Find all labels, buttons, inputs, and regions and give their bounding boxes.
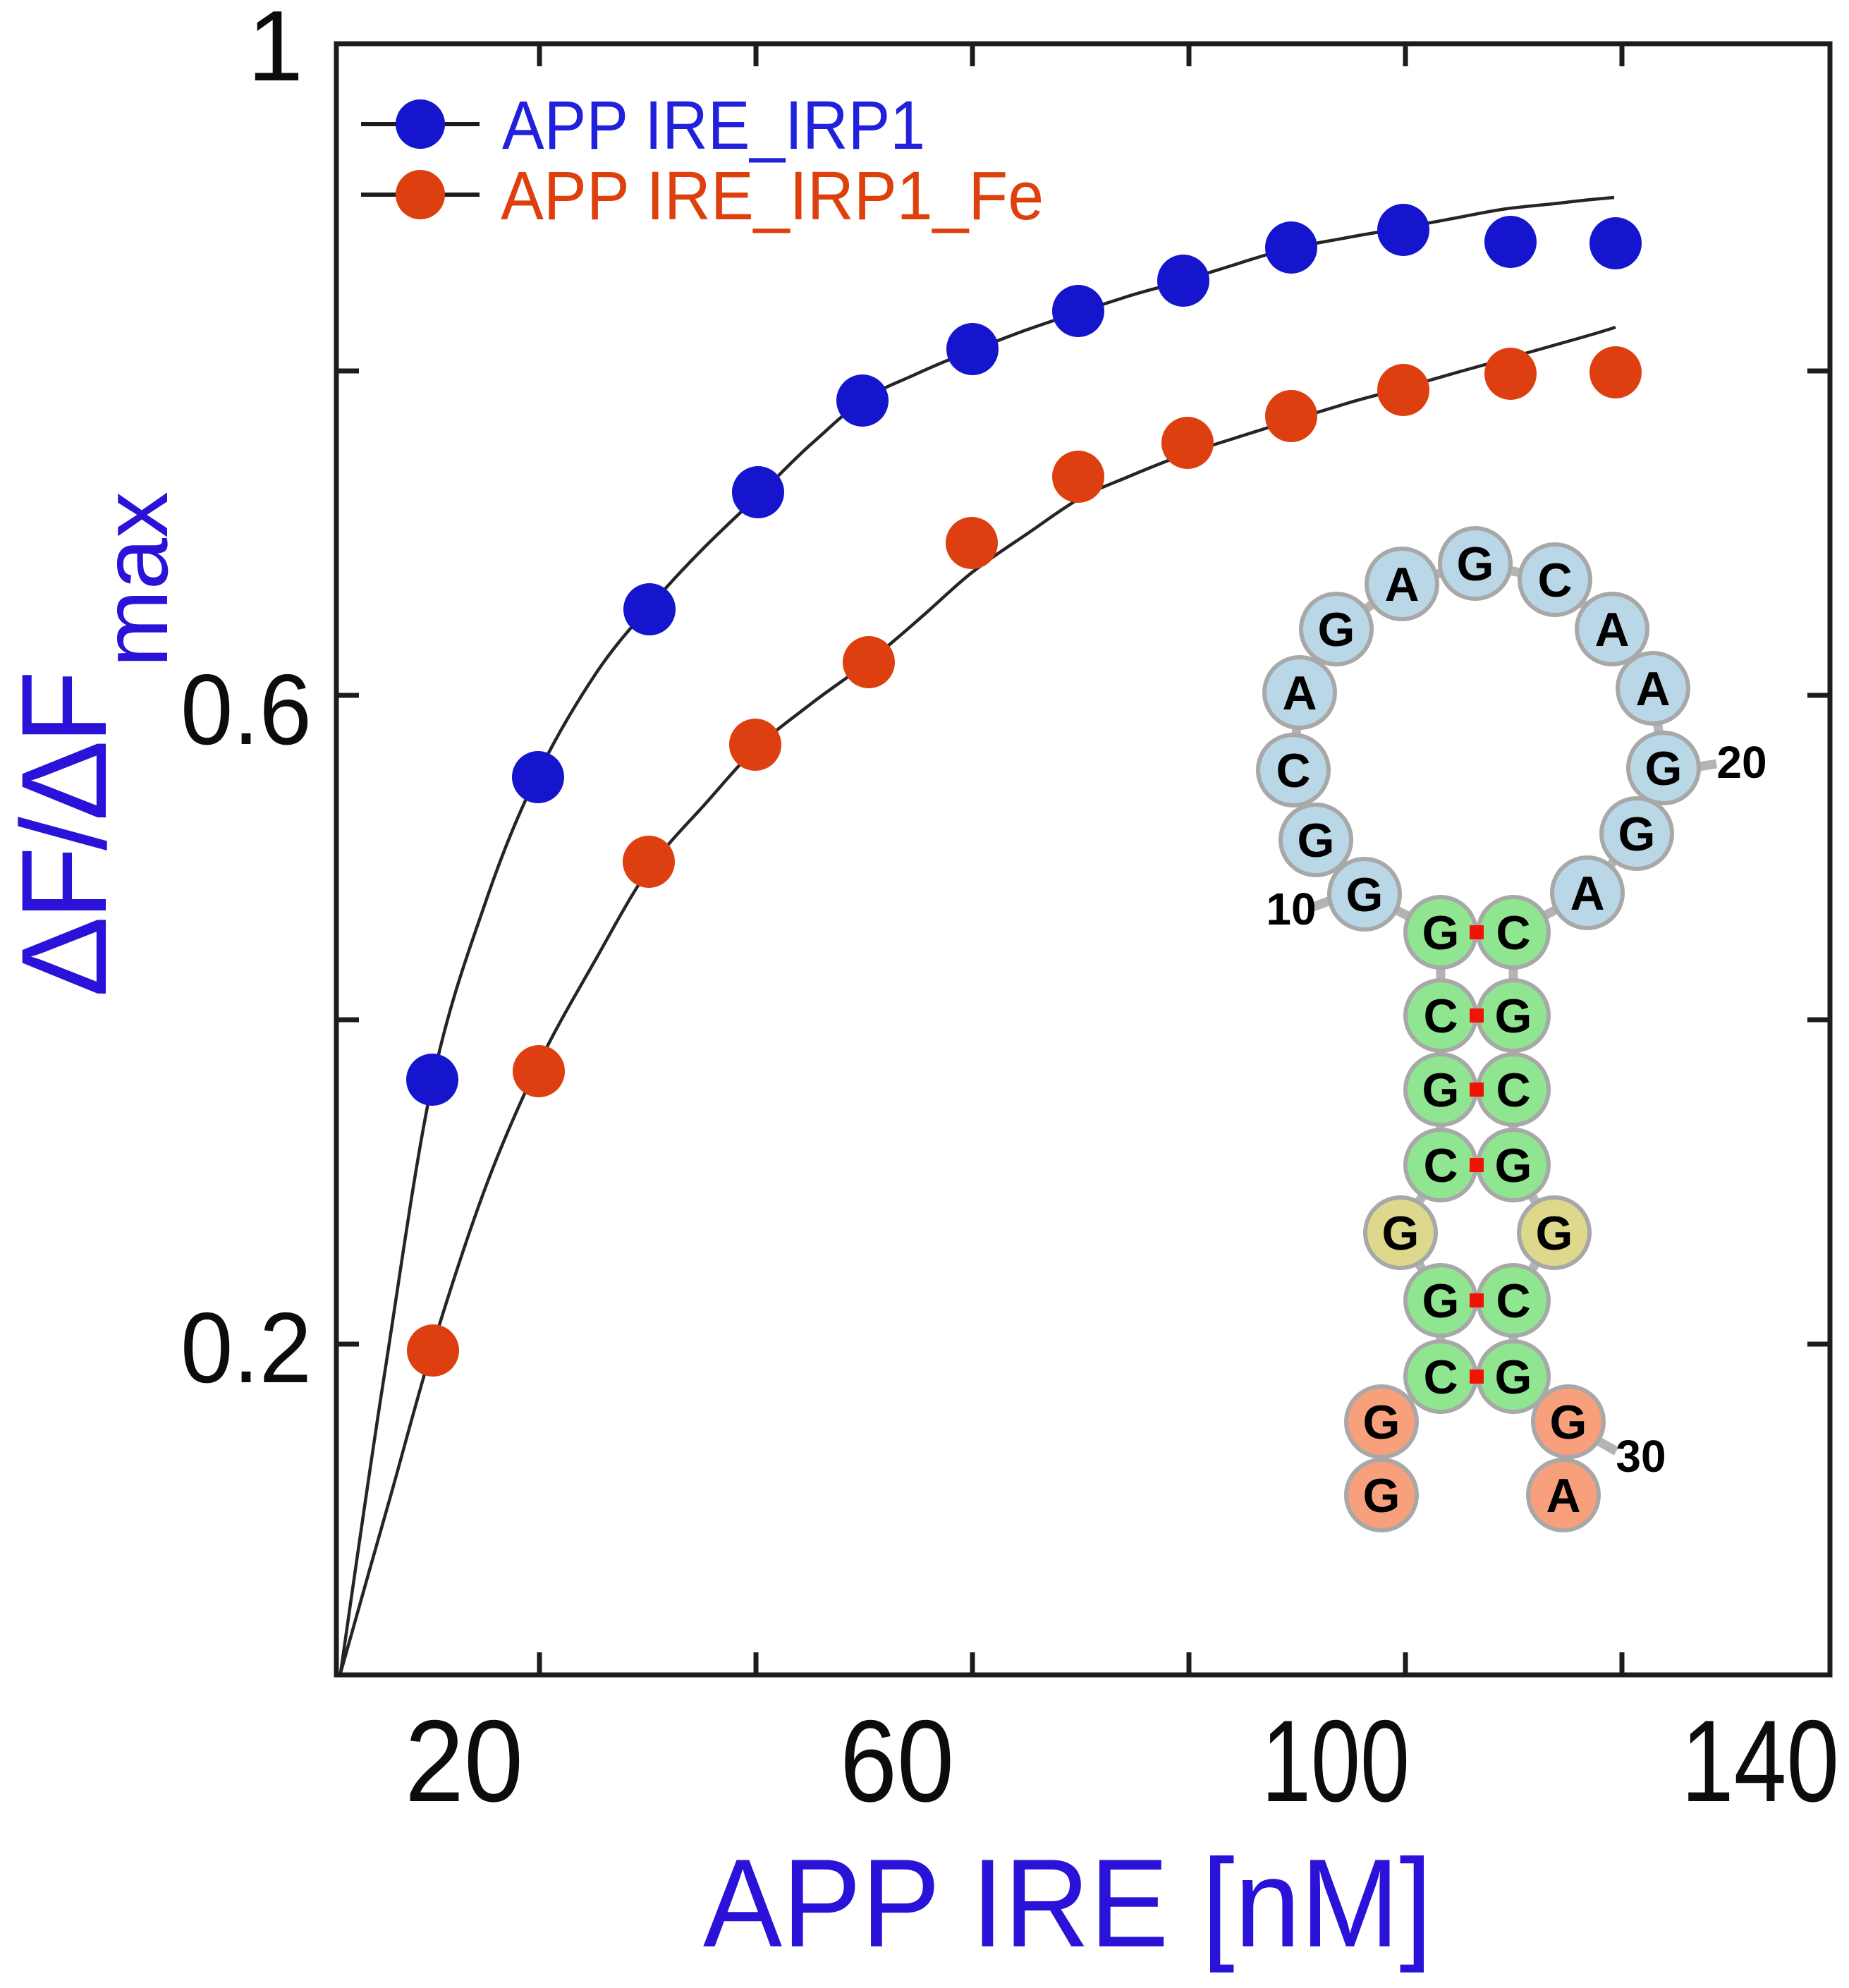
svg-text:C: C	[1537, 554, 1572, 607]
svg-text:1: 1	[248, 0, 303, 102]
svg-text:A: A	[1384, 558, 1419, 611]
svg-text:C: C	[1496, 906, 1530, 960]
svg-text:0.6: 0.6	[181, 654, 312, 766]
svg-text:G: G	[1550, 1396, 1587, 1449]
svg-text:30: 30	[1616, 1431, 1666, 1482]
svg-text:G: G	[1422, 1274, 1460, 1328]
svg-text:A: A	[1570, 867, 1604, 920]
svg-text:G: G	[1298, 814, 1335, 867]
svg-text:10: 10	[1266, 884, 1316, 934]
svg-text:G: G	[1618, 807, 1656, 861]
svg-text:G: G	[1422, 1063, 1460, 1117]
svg-text:G: G	[1495, 989, 1532, 1043]
svg-text:G: G	[1495, 1139, 1532, 1193]
svg-text:G: G	[1363, 1469, 1401, 1523]
svg-text:APP IRE_IRP1_Fe: APP IRE_IRP1_Fe	[501, 157, 1044, 234]
svg-text:C: C	[1423, 1350, 1458, 1404]
svg-text:C: C	[1276, 744, 1310, 798]
svg-text:20: 20	[405, 1696, 523, 1826]
svg-text:A: A	[1282, 666, 1317, 720]
svg-text:140: 140	[1681, 1696, 1839, 1826]
svg-text:A: A	[1594, 603, 1629, 657]
svg-text:G: G	[1382, 1207, 1420, 1260]
svg-text:G: G	[1346, 868, 1384, 922]
svg-text:0.2: 0.2	[181, 1292, 312, 1404]
svg-text:APP IRE [nM]: APP IRE [nM]	[703, 1833, 1432, 1973]
svg-text:60: 60	[840, 1696, 954, 1826]
svg-text:G: G	[1495, 1350, 1532, 1404]
svg-text:ΔF/ΔFmax: ΔF/ΔFmax	[0, 492, 187, 997]
svg-text:A: A	[1546, 1469, 1580, 1523]
svg-text:A: A	[1635, 662, 1670, 716]
svg-text:G: G	[1318, 603, 1355, 657]
svg-text:C: C	[1496, 1063, 1530, 1117]
svg-text:G: G	[1536, 1207, 1573, 1260]
svg-text:C: C	[1496, 1274, 1530, 1328]
svg-text:APP IRE_IRP1: APP IRE_IRP1	[502, 87, 925, 164]
svg-text:G: G	[1457, 537, 1494, 591]
svg-text:G: G	[1422, 906, 1460, 960]
svg-text:20: 20	[1716, 737, 1766, 788]
svg-text:G: G	[1363, 1396, 1401, 1449]
svg-text:C: C	[1423, 1139, 1458, 1193]
svg-text:C: C	[1423, 989, 1458, 1043]
svg-text:G: G	[1645, 742, 1683, 795]
svg-text:100: 100	[1262, 1696, 1410, 1826]
